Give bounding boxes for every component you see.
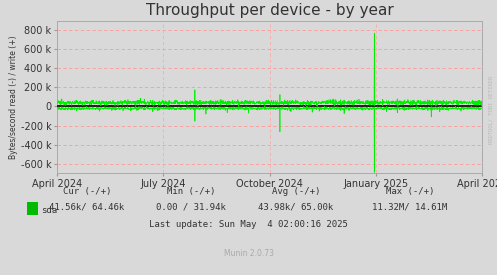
Text: Munin 2.0.73: Munin 2.0.73	[224, 249, 273, 258]
Text: Last update: Sun May  4 02:00:16 2025: Last update: Sun May 4 02:00:16 2025	[149, 220, 348, 229]
Text: Min (-/+): Min (-/+)	[167, 187, 216, 196]
Text: 11.32M/ 14.61M: 11.32M/ 14.61M	[372, 202, 448, 211]
Text: Max (-/+): Max (-/+)	[386, 187, 434, 196]
Text: 41.56k/ 64.46k: 41.56k/ 64.46k	[49, 202, 125, 211]
Text: RRDTOOL/ TOBI OETIKER: RRDTOOL/ TOBI OETIKER	[488, 76, 493, 144]
Y-axis label: Bytes/second read (-) / write (+): Bytes/second read (-) / write (+)	[9, 35, 18, 159]
Text: Avg (-/+): Avg (-/+)	[271, 187, 320, 196]
Text: 43.98k/ 65.00k: 43.98k/ 65.00k	[258, 202, 333, 211]
Title: Throughput per device - by year: Throughput per device - by year	[146, 3, 394, 18]
Text: 0.00 / 31.94k: 0.00 / 31.94k	[157, 202, 226, 211]
Text: sda: sda	[41, 206, 57, 215]
Text: Cur (-/+): Cur (-/+)	[63, 187, 111, 196]
